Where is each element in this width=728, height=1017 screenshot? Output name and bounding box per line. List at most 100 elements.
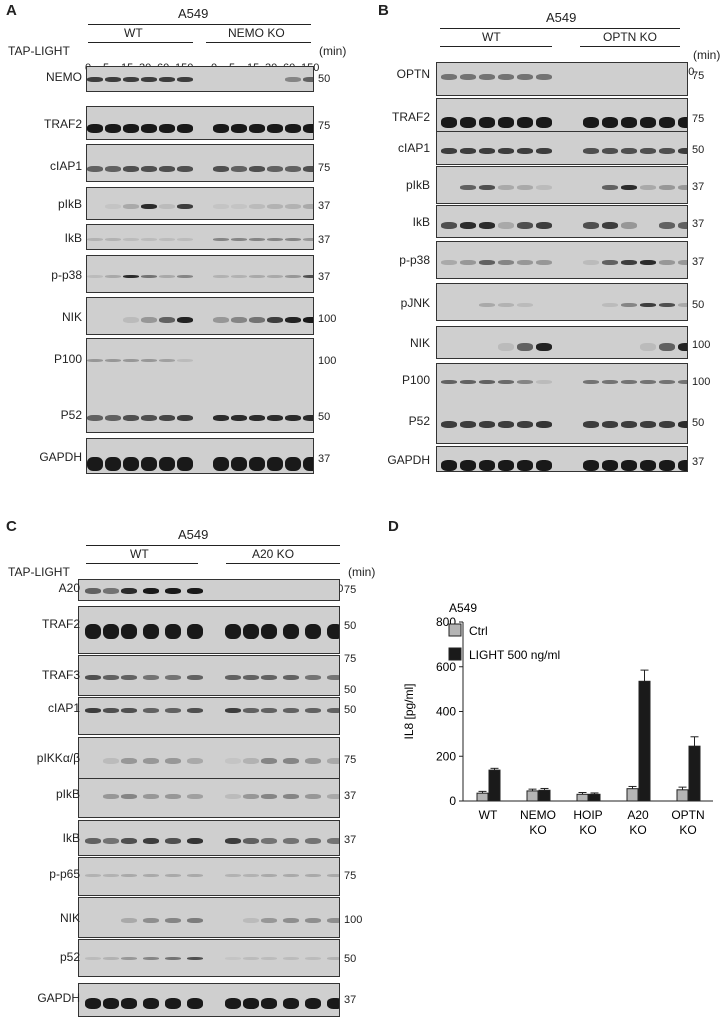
blot-band: [243, 675, 259, 680]
blot-strip: [78, 737, 340, 779]
blot-band: [249, 457, 265, 471]
blot-band: [123, 166, 139, 172]
x-tick-label: NEMO: [520, 808, 556, 822]
blot-band: [498, 380, 514, 384]
blot-band: [327, 624, 339, 639]
blot-label: TRAF2: [43, 117, 82, 131]
blot-band: [602, 117, 618, 128]
x-tick-label: HOIP: [573, 808, 602, 822]
blot-band: [123, 457, 139, 471]
blot-band: [143, 957, 159, 960]
blot-band: [621, 148, 637, 154]
blot-strip: [86, 338, 314, 433]
blot-band: [123, 124, 139, 133]
blot-band: [479, 421, 495, 428]
blot-band: [517, 260, 533, 265]
blot-strip: [436, 363, 688, 444]
blot-band: [103, 708, 119, 713]
blot-band: [231, 317, 247, 323]
blot-strip: [436, 446, 688, 472]
blot-band: [177, 275, 193, 278]
blot-band: [285, 457, 301, 471]
blot-band: [305, 794, 321, 799]
blot-band: [678, 117, 687, 128]
blot-band: [225, 838, 241, 844]
blot-label: p-p38: [399, 253, 430, 267]
blot-band: [225, 624, 241, 639]
blot-band: [498, 185, 514, 190]
blot-band: [165, 675, 181, 680]
blot-band: [177, 166, 193, 172]
y-tick-label: 600: [436, 660, 456, 674]
x-tick-label: A20: [627, 808, 649, 822]
blot-strip: [436, 62, 688, 96]
blot-band: [441, 460, 457, 471]
blot-label: pJNK: [400, 296, 430, 310]
blot-label: GAPDH: [39, 450, 82, 464]
blot-band: [303, 204, 313, 209]
blot-band: [85, 998, 101, 1009]
blot-band: [187, 838, 203, 844]
blot-band: [659, 343, 675, 351]
blot-band: [498, 148, 514, 154]
blot-band: [303, 275, 313, 278]
blot-band: [267, 204, 283, 209]
blot-label: cIAP1: [397, 141, 430, 155]
blot-band: [517, 460, 533, 471]
blot-band: [602, 421, 618, 428]
blot-band: [165, 758, 181, 764]
blot-band: [243, 918, 259, 923]
blot-band: [267, 238, 283, 241]
blot-band: [159, 457, 175, 471]
panel-c-ko-rule: [226, 563, 340, 564]
x-tick-label: WT: [479, 808, 498, 822]
blot-label: NIK: [61, 310, 82, 324]
blot-band: [243, 874, 259, 877]
blot-band: [261, 794, 277, 799]
mw-marker: 37: [318, 271, 331, 283]
blot-band: [87, 124, 103, 133]
blot-band: [460, 222, 476, 229]
blot-band: [141, 124, 157, 133]
blot-band: [441, 117, 457, 128]
blot-band: [327, 838, 339, 844]
blot-band: [536, 222, 552, 229]
blot-band: [285, 204, 301, 209]
blot-band: [159, 77, 175, 82]
blot-band: [105, 124, 121, 133]
blot-band: [659, 260, 675, 265]
blot-band: [177, 457, 193, 471]
blot-label: NIK: [59, 911, 80, 925]
blot-label: pIkB: [57, 197, 82, 211]
blot-label: P52: [408, 414, 430, 428]
blot-band: [283, 998, 299, 1009]
blot-band: [213, 415, 229, 421]
blot-band: [121, 794, 137, 799]
blot-strip: [436, 131, 688, 165]
blot-band: [243, 624, 259, 639]
chart-annotation: A549: [449, 601, 477, 615]
blot-band: [159, 204, 175, 209]
blot-band: [103, 838, 119, 844]
blot-band: [460, 148, 476, 154]
blot-band: [213, 124, 229, 133]
blot-strip: [86, 438, 314, 474]
panel-b-group-wt: WT: [482, 30, 501, 44]
panel-a-unit: (min): [319, 44, 347, 58]
blot-band: [498, 343, 514, 351]
blot-band: [143, 708, 159, 713]
blot-band: [165, 874, 181, 877]
panel-b-cell-line-rule: [440, 28, 680, 29]
blot-band: [283, 874, 299, 877]
blot-band: [285, 275, 301, 278]
mw-marker: 100: [318, 355, 337, 367]
bar: [538, 789, 551, 802]
bar: [526, 790, 539, 802]
blot-band: [159, 275, 175, 278]
blot-band: [460, 421, 476, 428]
blot-band: [243, 794, 259, 799]
blot-band: [441, 148, 457, 154]
blot-band: [285, 415, 301, 421]
blot-band: [517, 148, 533, 154]
blot-band: [87, 457, 103, 471]
